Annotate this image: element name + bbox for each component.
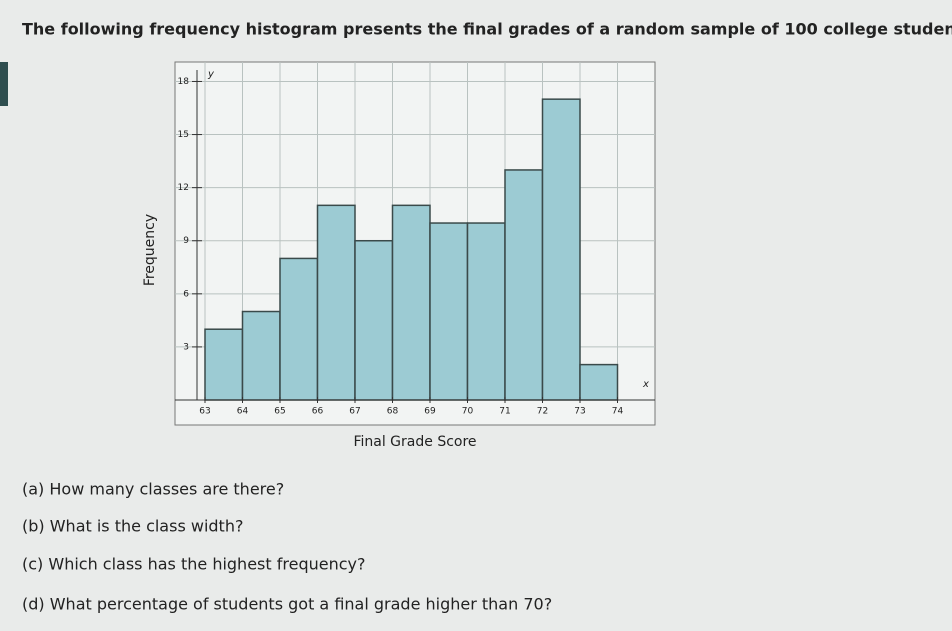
x-tick-label: 70 <box>462 407 474 417</box>
y-axis-label: Frequency <box>142 214 158 286</box>
y-tick-label: 12 <box>178 183 189 193</box>
bar <box>279 257 319 401</box>
x-tick-label: 65 <box>274 407 285 417</box>
bar <box>466 222 506 401</box>
bar <box>541 98 581 401</box>
y-tick-label: 18 <box>178 77 190 87</box>
bar <box>316 204 356 401</box>
x-tick-label: 72 <box>537 407 548 417</box>
bar <box>429 222 469 401</box>
bar <box>504 169 544 401</box>
question: (c) Which class has the highest frequenc… <box>22 555 365 574</box>
x-axis-name: x <box>642 379 649 390</box>
bar <box>391 204 431 401</box>
x-axis-label: Final Grade Score <box>353 434 476 450</box>
x-tick-label: 69 <box>424 407 436 417</box>
x-tick-label: 66 <box>312 407 324 417</box>
x-tick-label: 73 <box>574 407 585 417</box>
title: The following frequency histogram presen… <box>22 20 952 39</box>
question: (b) What is the class width? <box>22 517 243 536</box>
x-tick-label: 63 <box>199 407 210 417</box>
bar <box>354 239 394 401</box>
x-tick-label: 67 <box>349 407 360 417</box>
question: (a) How many classes are there? <box>22 480 284 499</box>
y-tick-label: 6 <box>183 289 189 299</box>
y-tick-label: 3 <box>183 342 189 352</box>
x-tick-label: 64 <box>237 407 249 417</box>
question: (d) What percentage of students got a fi… <box>22 595 552 614</box>
bar <box>241 310 281 401</box>
x-tick-label: 74 <box>612 407 624 417</box>
bar <box>579 363 619 401</box>
y-tick-label: 9 <box>183 236 189 246</box>
side-tab <box>0 62 8 106</box>
y-axis-name: y <box>207 69 215 80</box>
bar <box>204 328 244 401</box>
y-tick-label: 15 <box>178 130 189 140</box>
x-tick-label: 71 <box>499 407 510 417</box>
x-tick-label: 68 <box>387 407 399 417</box>
